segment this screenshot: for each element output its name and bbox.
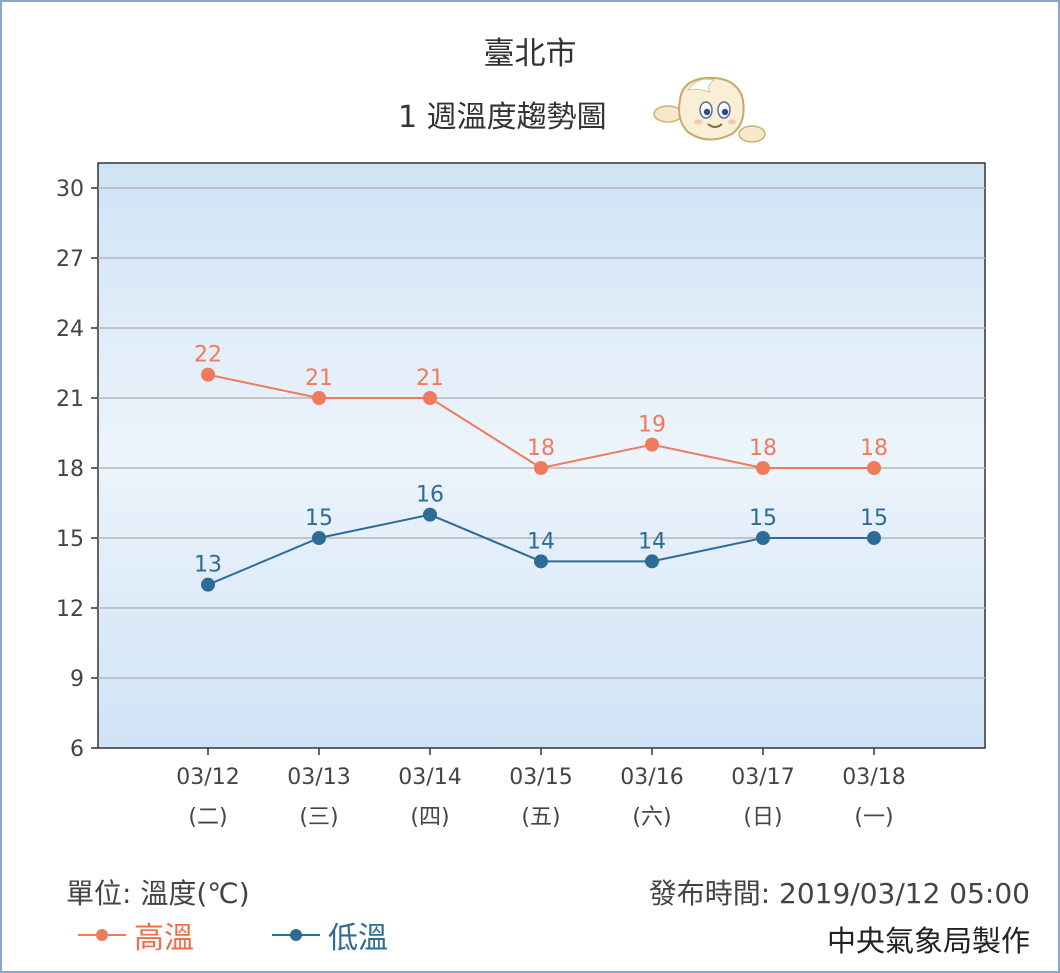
data-label-high: 18 bbox=[749, 436, 777, 461]
data-point-low bbox=[201, 577, 215, 592]
y-tick-label: 21 bbox=[56, 387, 84, 412]
x-tick-sublabel: (五) bbox=[521, 805, 560, 830]
chart-subtitle: 1 週溫度趨勢圖 bbox=[398, 100, 607, 135]
data-point-high bbox=[423, 391, 437, 405]
chart-title-city: 臺北市 bbox=[483, 36, 577, 72]
data-point-high bbox=[312, 391, 326, 405]
legend-high-label: 高溫 bbox=[134, 921, 194, 956]
data-point-low bbox=[867, 531, 881, 545]
x-tick-sublabel: (日) bbox=[743, 805, 782, 830]
data-point-low bbox=[423, 507, 437, 522]
x-tick-label: 03/18 bbox=[842, 765, 905, 790]
data-label-low: 16 bbox=[416, 483, 444, 508]
plot-area bbox=[97, 162, 986, 749]
data-label-high: 21 bbox=[305, 366, 333, 391]
data-point-low bbox=[534, 554, 548, 569]
data-point-high bbox=[534, 461, 548, 475]
legend-high-marker bbox=[78, 929, 126, 941]
y-tick-label: 18 bbox=[56, 457, 84, 482]
data-label-low: 13 bbox=[194, 553, 222, 578]
data-label-low: 14 bbox=[638, 529, 666, 554]
data-label-low: 14 bbox=[527, 529, 555, 554]
credit-text: 中央氣象局製作 bbox=[826, 924, 1030, 958]
x-tick-sublabel: (四) bbox=[410, 805, 449, 830]
x-tick-sublabel: (六) bbox=[632, 805, 671, 830]
y-tick-label: 27 bbox=[56, 247, 84, 272]
legend-low: 低溫 bbox=[272, 915, 388, 956]
x-tick-label: 03/17 bbox=[731, 765, 794, 790]
legend-high: 高溫 bbox=[78, 915, 194, 956]
x-tick-sublabel: (三) bbox=[299, 805, 338, 830]
data-label-high: 18 bbox=[527, 436, 555, 461]
data-point-high bbox=[867, 461, 881, 475]
legend-low-marker bbox=[272, 929, 320, 941]
legend-low-label: 低溫 bbox=[328, 921, 388, 956]
y-tick-label: 15 bbox=[56, 527, 84, 552]
data-label-high: 19 bbox=[638, 413, 666, 438]
x-tick-label: 03/12 bbox=[176, 765, 239, 790]
x-tick-label: 03/14 bbox=[398, 765, 461, 790]
data-point-high bbox=[756, 461, 770, 475]
data-point-low bbox=[756, 531, 770, 545]
data-point-high bbox=[201, 367, 215, 382]
x-tick-label: 03/16 bbox=[620, 765, 683, 790]
data-label-high: 21 bbox=[416, 366, 444, 391]
x-tick-sublabel: (二) bbox=[188, 805, 227, 830]
y-tick-label: 9 bbox=[70, 667, 84, 692]
data-label-low: 15 bbox=[305, 506, 333, 531]
data-label-high: 22 bbox=[194, 343, 222, 368]
data-label-low: 15 bbox=[749, 506, 777, 531]
unit-note: 單位: 溫度(℃) bbox=[66, 877, 250, 910]
y-tick-label: 12 bbox=[56, 597, 84, 622]
data-label-low: 15 bbox=[860, 506, 888, 531]
cwb-mascot-icon bbox=[653, 76, 766, 143]
data-point-high bbox=[645, 437, 659, 452]
x-tick-label: 03/13 bbox=[287, 765, 350, 790]
data-point-low bbox=[312, 531, 326, 545]
y-tick-label: 30 bbox=[56, 177, 84, 202]
x-tick-sublabel: (一) bbox=[854, 805, 893, 830]
x-tick-label: 03/15 bbox=[509, 765, 572, 790]
y-tick-label: 6 bbox=[70, 737, 84, 762]
data-label-high: 18 bbox=[860, 436, 888, 461]
y-tick-label: 24 bbox=[56, 317, 84, 342]
data-point-low bbox=[645, 554, 659, 569]
issued-time: 發布時間: 2019/03/12 05:00 bbox=[648, 877, 1030, 910]
